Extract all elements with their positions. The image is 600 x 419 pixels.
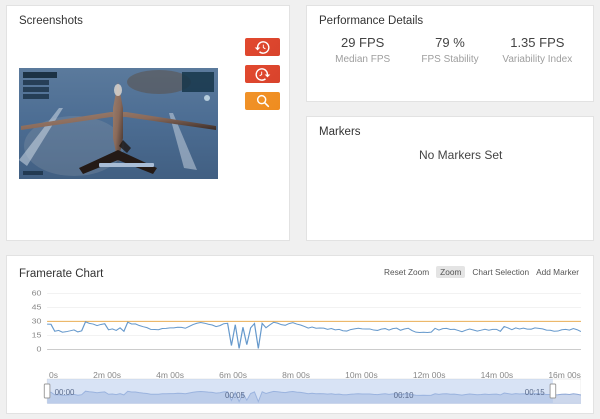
svg-text:30: 30: [32, 317, 42, 325]
svg-text:60: 60: [32, 289, 42, 297]
svg-text:45: 45: [32, 303, 42, 311]
svg-text:00:00: 00:00: [55, 388, 75, 397]
svg-text:15: 15: [32, 331, 42, 339]
svg-text:00:10: 00:10: [394, 391, 414, 400]
svg-text:00:05: 00:05: [225, 391, 245, 400]
svg-text:0: 0: [37, 345, 42, 353]
svg-text:00:15: 00:15: [525, 388, 545, 397]
